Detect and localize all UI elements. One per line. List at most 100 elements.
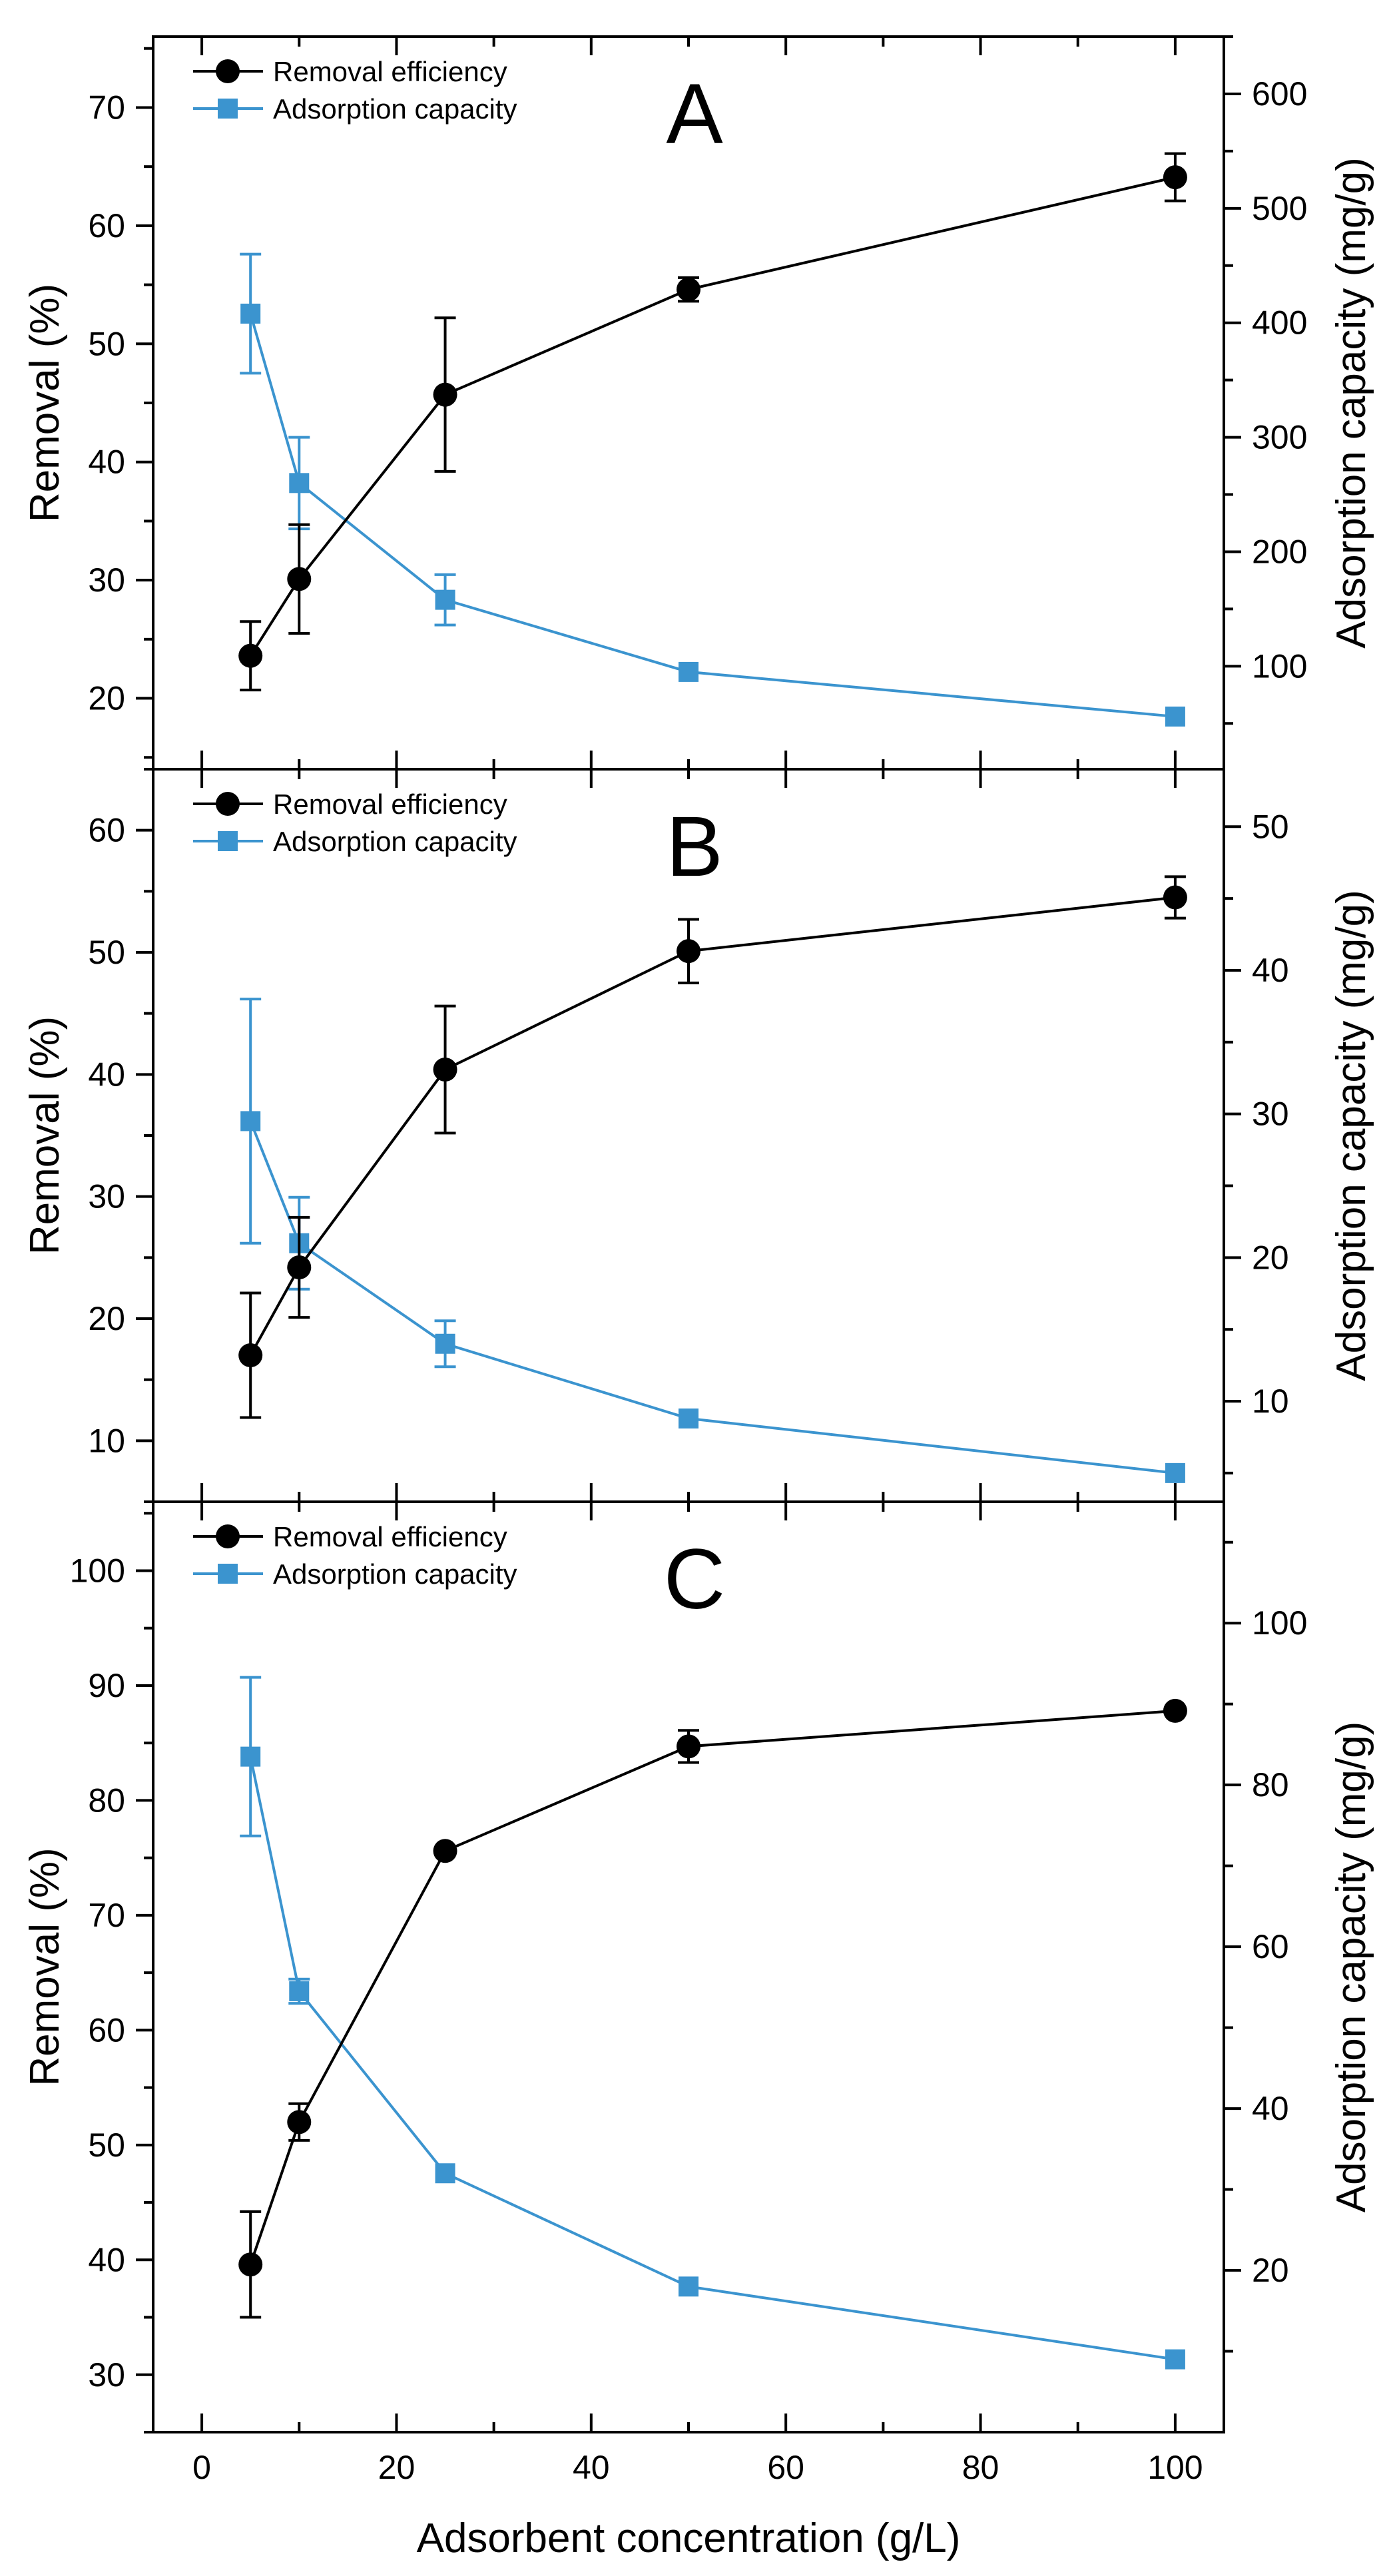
right-axis-title: Adsorption capacity (mg/g) (1328, 890, 1374, 1381)
right-tick-label: 20 (1252, 1239, 1289, 1276)
legend-marker (216, 59, 240, 83)
left-axis-title: Removal (%) (22, 1847, 68, 2086)
left-axis-title: Removal (%) (22, 1016, 68, 1255)
data-point (238, 643, 263, 668)
left-tick-label: 80 (88, 1781, 125, 1819)
left-tick-label: 30 (88, 1178, 125, 1215)
data-point (289, 473, 310, 493)
data-point (240, 1111, 261, 1131)
legend: Removal efficiency Adsorption capacity (193, 789, 517, 857)
left-tick-label: 50 (88, 2126, 125, 2164)
series-removal-efficiency (238, 1698, 1187, 2319)
legend: Removal efficiency Adsorption capacity (193, 1521, 517, 1590)
data-point (433, 1058, 457, 1082)
panel-label: A (666, 67, 723, 162)
right-tick-label: 600 (1252, 75, 1307, 113)
data-point (287, 2110, 312, 2134)
x-tick-label: 100 (1147, 2449, 1203, 2486)
panel-b: 10 20 30 40 50 60 10 20 30 40 50 Removal (%) Adsorpt… (22, 768, 1374, 1503)
data-point (435, 589, 455, 610)
right-tick-label: 300 (1252, 419, 1307, 456)
left-axis-title: Removal (%) (22, 284, 68, 522)
right-tick-label: 80 (1252, 1766, 1289, 1803)
legend-label: Removal efficiency (273, 789, 507, 820)
data-point (287, 567, 312, 591)
data-point (435, 1333, 455, 1354)
right-axis-title: Adsorption capacity (mg/g) (1328, 1722, 1374, 2212)
legend-marker (218, 99, 238, 119)
right-tick-label: 10 (1252, 1383, 1289, 1420)
left-tick-label: 30 (88, 2356, 125, 2394)
x-axis-title: Adsorbent concentration (g/L) (417, 2515, 961, 2561)
right-tick-label: 20 (1252, 2252, 1289, 2289)
panel-a: 20 30 40 50 60 70 100 200 300 400 500 600 Removal (%… (22, 35, 1374, 771)
x-tick-label: 80 (962, 2449, 999, 2486)
legend-marker (218, 1564, 238, 1584)
left-tick-label: 30 (88, 561, 125, 599)
data-point (435, 2163, 455, 2184)
x-tick-label: 40 (573, 2449, 610, 2486)
data-point (1163, 885, 1187, 910)
data-point (240, 303, 261, 324)
data-point (677, 277, 700, 302)
left-tick-label: 40 (88, 2241, 125, 2278)
data-point (677, 1734, 700, 1759)
legend-marker (218, 831, 238, 851)
legend-label: Removal efficiency (273, 1521, 507, 1552)
right-tick-label: 30 (1252, 1096, 1289, 1133)
series-adsorption-capacity (240, 252, 1185, 727)
left-tick-label: 90 (88, 1667, 125, 1704)
data-point (677, 939, 700, 964)
legend-marker (216, 792, 240, 816)
left-tick-label: 20 (88, 680, 125, 717)
left-tick-label: 70 (88, 1897, 125, 1934)
left-tick-label: 100 (70, 1552, 125, 1589)
data-point (679, 661, 698, 682)
data-point (1163, 165, 1187, 190)
legend-marker (216, 1524, 240, 1548)
x-tick-label: 20 (378, 2449, 416, 2486)
data-point (1165, 706, 1185, 727)
right-tick-label: 100 (1252, 647, 1307, 685)
right-axis-title: Adsorption capacity (mg/g) (1328, 157, 1374, 648)
legend-label: Removal efficiency (273, 56, 507, 87)
data-point (433, 382, 457, 407)
x-tick-label: 0 (192, 2449, 211, 2486)
data-point (1165, 2349, 1185, 2370)
right-tick-label: 200 (1252, 533, 1307, 570)
left-tick-label: 70 (88, 89, 125, 126)
data-point (679, 2276, 698, 2297)
right-tick-label: 50 (1252, 808, 1289, 845)
panel-label: B (666, 799, 722, 894)
right-tick-label: 40 (1252, 952, 1289, 989)
panel-label: C (664, 1532, 725, 1627)
left-tick-label: 60 (88, 207, 125, 244)
data-point (289, 1981, 310, 2001)
right-tick-label: 500 (1252, 190, 1307, 227)
right-tick-label: 400 (1252, 304, 1307, 342)
legend-label: Adsorption capacity (273, 1558, 517, 1590)
left-tick-label: 60 (88, 2011, 125, 2049)
data-point (238, 1343, 263, 1367)
left-tick-label: 40 (88, 444, 125, 481)
left-tick-label: 20 (88, 1300, 125, 1337)
left-tick-label: 50 (88, 325, 125, 362)
data-point (287, 1255, 312, 1279)
data-point (433, 1839, 457, 1863)
x-tick-label: 60 (767, 2449, 804, 2486)
series-adsorption-capacity (240, 1676, 1185, 2370)
series-removal-efficiency (238, 875, 1187, 1419)
legend: Removal efficiency Adsorption capacity (193, 56, 517, 125)
legend-label: Adsorption capacity (273, 93, 517, 125)
panel-c: 0 20 40 60 80 100 30 40 50 60 70 80 90 100 20 40 60 80 100… (22, 1500, 1374, 2486)
data-point (238, 2252, 263, 2277)
right-tick-label: 60 (1252, 1928, 1289, 1965)
data-point (1163, 1698, 1187, 1723)
left-tick-label: 50 (88, 934, 125, 971)
left-tick-label: 60 (88, 812, 125, 849)
legend-label: Adsorption capacity (273, 826, 517, 857)
right-tick-label: 40 (1252, 2090, 1289, 2127)
data-point (679, 1408, 698, 1429)
